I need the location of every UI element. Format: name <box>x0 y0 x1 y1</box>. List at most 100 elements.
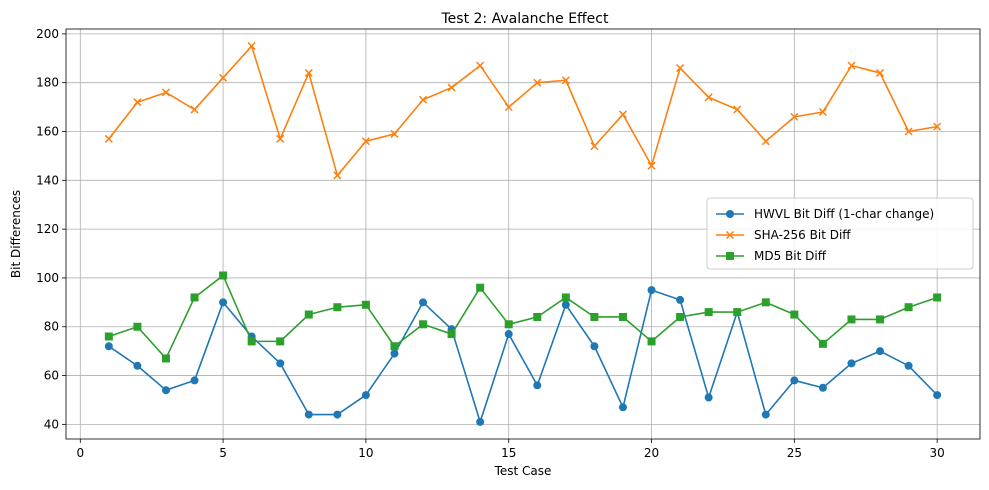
data-point <box>390 129 399 138</box>
series-line <box>108 274 938 360</box>
x-tick-label: 15 <box>501 446 516 460</box>
data-point <box>904 303 913 312</box>
series-2 <box>104 271 942 363</box>
data-point <box>933 293 942 302</box>
data-point <box>933 391 942 400</box>
data-point <box>590 142 599 151</box>
legend-label: SHA-256 Bit Diff <box>754 228 851 242</box>
data-point <box>476 283 485 292</box>
legend-entry: SHA-256 Bit Diff <box>716 228 851 242</box>
data-point <box>304 310 313 319</box>
data-point <box>247 42 256 51</box>
y-tick-label: 100 <box>36 271 59 285</box>
data-point <box>276 359 285 368</box>
data-point <box>590 312 599 321</box>
data-point <box>704 308 713 317</box>
data-point <box>676 295 685 304</box>
data-point <box>561 300 570 309</box>
data-point <box>561 76 570 85</box>
data-point <box>618 110 627 119</box>
data-point <box>761 410 770 419</box>
plot-frame <box>65 28 981 440</box>
data-point <box>818 107 827 117</box>
legend: HWVL Bit Diff (1-char change) SHA-256 Bit… <box>706 197 974 270</box>
data-point <box>247 337 256 346</box>
data-point <box>733 105 742 114</box>
data-point <box>419 298 428 307</box>
data-point <box>219 73 228 82</box>
data-point <box>447 330 456 339</box>
data-point <box>304 410 313 419</box>
data-point <box>219 298 228 307</box>
data-point <box>190 376 199 385</box>
y-tick-label: 80 <box>44 320 59 334</box>
data-point <box>676 312 685 321</box>
data-point <box>704 93 713 102</box>
x-tick-label: 10 <box>358 446 373 460</box>
data-point <box>647 337 656 346</box>
data-point <box>161 354 170 363</box>
data-point <box>647 286 656 295</box>
y-tick-label: 120 <box>36 222 59 236</box>
x-tick-label: 25 <box>787 446 802 460</box>
x-tick-label: 20 <box>644 446 659 460</box>
data-point <box>104 134 113 143</box>
data-point <box>790 310 799 319</box>
legend-box <box>706 197 974 270</box>
data-point <box>761 298 770 307</box>
data-point <box>818 339 827 348</box>
data-point <box>504 320 513 329</box>
data-point <box>361 391 370 400</box>
y-tick-label: 60 <box>44 369 59 383</box>
x-axis: 0 5 10 15 20 25 30 <box>76 439 945 460</box>
data-point <box>476 61 485 70</box>
data-point <box>190 293 199 302</box>
data-point <box>276 134 285 143</box>
y-axis-label: Bit Differences <box>9 190 23 278</box>
data-point <box>333 303 342 312</box>
data-point <box>618 403 627 412</box>
data-point <box>761 137 770 146</box>
data-point <box>419 95 428 104</box>
y-axis: 40 60 80 100 120 140 160 180 200 <box>36 27 66 431</box>
data-point <box>704 393 713 402</box>
data-point <box>504 330 513 339</box>
series-layer <box>104 42 942 426</box>
chart-title: Test 2: Avalanche Effect <box>441 11 609 27</box>
data-point <box>733 308 742 317</box>
data-point <box>876 347 885 356</box>
data-point <box>390 349 399 358</box>
legend-label: HWVL Bit Diff (1-char change) <box>754 207 934 221</box>
x-tick-label: 0 <box>76 446 84 460</box>
legend-marker <box>726 210 734 218</box>
data-point <box>133 322 142 331</box>
data-point <box>533 312 542 321</box>
data-point <box>847 315 856 324</box>
data-point <box>133 98 142 107</box>
legend-marker <box>725 230 735 240</box>
x-axis-label: Test Case <box>494 464 552 478</box>
y-tick-label: 180 <box>36 76 59 90</box>
data-point <box>533 78 542 87</box>
data-point <box>847 61 856 70</box>
x-tick-label: 5 <box>219 446 227 460</box>
y-tick-label: 140 <box>36 173 59 187</box>
series-line <box>108 45 938 177</box>
data-point <box>133 361 142 370</box>
data-point <box>818 383 827 392</box>
data-point <box>933 122 942 131</box>
data-point <box>361 300 370 309</box>
y-tick-label: 160 <box>36 125 59 139</box>
data-point <box>304 68 313 77</box>
data-point <box>333 410 342 419</box>
data-point <box>847 359 856 368</box>
data-point <box>190 105 199 114</box>
data-point <box>618 312 627 321</box>
data-point <box>447 83 456 92</box>
legend-label: MD5 Bit Diff <box>754 249 827 263</box>
data-point <box>676 64 685 73</box>
series-line <box>108 289 938 423</box>
data-point <box>876 68 885 77</box>
data-point <box>533 381 542 390</box>
